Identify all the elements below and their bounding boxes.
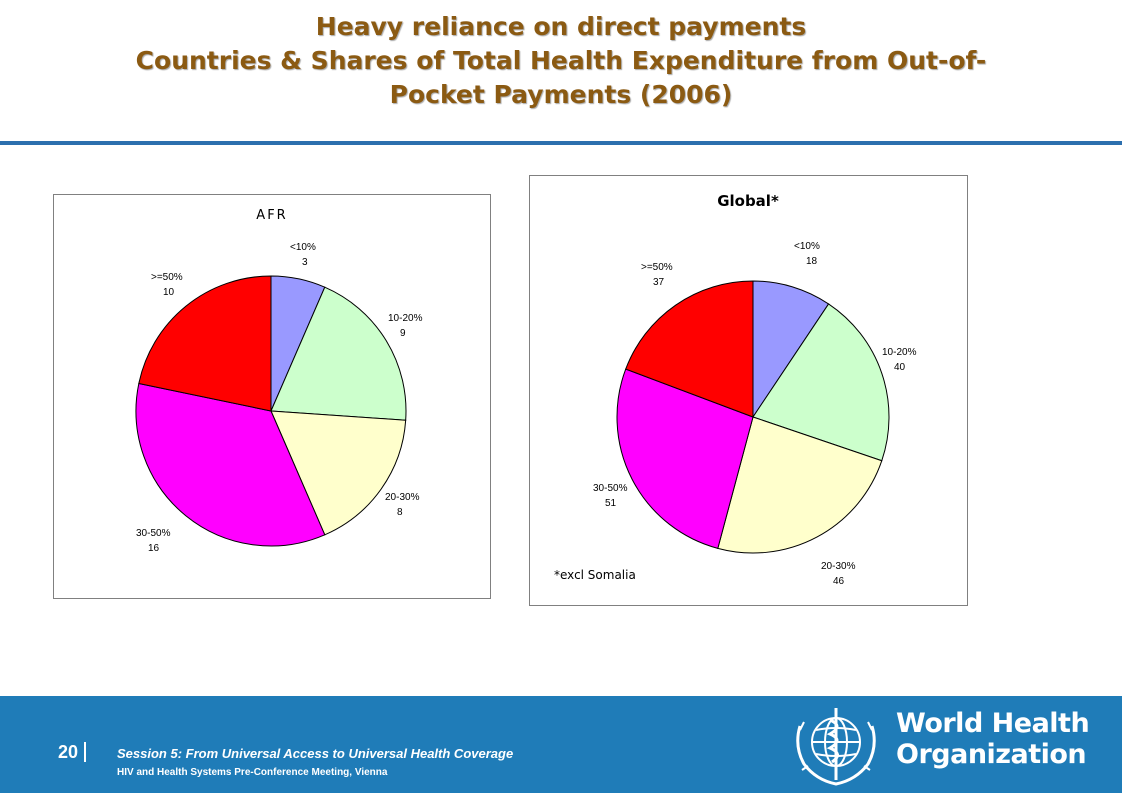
global-label-30-50-value: 51 bbox=[605, 498, 617, 509]
global-chart-box: Global* <10% 18 10-20% 40 20-30% 46 30-50% 51 >=… bbox=[529, 175, 968, 606]
global-label-20-30-value: 46 bbox=[833, 576, 845, 587]
global-label-lt10-value: 18 bbox=[806, 256, 818, 267]
afr-label-20-30-value: 8 bbox=[397, 507, 403, 518]
afr-label-10-20-category: 10-20% bbox=[388, 313, 423, 324]
afr-slices bbox=[135, 275, 407, 547]
global-label-10-20-value: 40 bbox=[894, 362, 906, 373]
session-title: Session 5: From Universal Access to Univ… bbox=[117, 746, 514, 761]
page-number-separator bbox=[84, 742, 86, 762]
global-label-ge50-category: >=50% bbox=[641, 262, 673, 273]
who-name-line-1: World Health bbox=[896, 708, 1090, 739]
afr-chart-title: AFR bbox=[256, 208, 287, 223]
global-slice-lt10 bbox=[752, 280, 830, 419]
global-chart-title: Global* bbox=[717, 192, 779, 210]
afr-slice-ge50 bbox=[138, 275, 272, 412]
global-label-20-30-category: 20-30% bbox=[821, 561, 856, 572]
afr-pie-chart: AFR <10% 3 10-20% 9 20-30% 8 30-50% 16 >=50% 10 bbox=[135, 208, 423, 554]
global-slice-30-50 bbox=[616, 368, 754, 549]
global-slice-10-20 bbox=[752, 303, 890, 462]
global-slice-20-30 bbox=[717, 416, 883, 554]
afr-labels: <10% 3 10-20% 9 20-30% 8 30-50% 16 >=50% 10 bbox=[136, 242, 423, 554]
afr-slice-30-50 bbox=[135, 382, 326, 547]
afr-slice-10-20 bbox=[270, 286, 407, 421]
global-slice-ge50 bbox=[625, 280, 754, 418]
footer-bar bbox=[0, 696, 1122, 793]
afr-label-ge50-value: 10 bbox=[163, 287, 175, 298]
afr-label-ge50-category: >=50% bbox=[151, 272, 183, 283]
who-name-line-2: Organization bbox=[896, 739, 1087, 770]
meeting-name: HIV and Health Systems Pre-Conference Me… bbox=[117, 767, 388, 778]
global-label-ge50-value: 37 bbox=[653, 277, 665, 288]
afr-label-30-50-value: 16 bbox=[148, 543, 160, 554]
global-labels: <10% 18 10-20% 40 20-30% 46 30-50% 51 >=50% 37 bbox=[593, 241, 917, 587]
who-emblem-icon bbox=[796, 708, 876, 786]
afr-label-20-30-category: 20-30% bbox=[385, 492, 420, 503]
title-line-1: Heavy reliance on direct payments bbox=[315, 12, 807, 41]
global-label-30-50-category: 30-50% bbox=[593, 483, 628, 494]
global-label-lt10-category: <10% bbox=[794, 241, 820, 252]
global-footnote: *excl Somalia bbox=[554, 568, 636, 582]
global-slices bbox=[616, 280, 890, 554]
afr-label-30-50-category: 30-50% bbox=[136, 528, 171, 539]
slide-title: Heavy reliance on direct payments Countr… bbox=[40, 10, 1082, 112]
title-divider bbox=[0, 141, 1122, 145]
who-wordmark: World Health Organization bbox=[896, 708, 1090, 770]
page-number: 20 bbox=[58, 742, 79, 762]
afr-label-lt10-value: 3 bbox=[302, 257, 308, 268]
title-line-2: Countries & Shares of Total Health Expen… bbox=[135, 46, 987, 75]
afr-chart-box: AFR <10% 3 10-20% 9 20-30% 8 30-50% 16 >=50% 10 bbox=[53, 194, 491, 599]
afr-label-10-20-value: 9 bbox=[400, 328, 406, 339]
global-pie-chart: Global* <10% 18 10-20% 40 20-30% 46 30-50% 51 >=… bbox=[554, 192, 917, 587]
title-line-3: Pocket Payments (2006) bbox=[389, 80, 733, 109]
afr-label-lt10-category: <10% bbox=[290, 242, 316, 253]
afr-slice-20-30 bbox=[270, 410, 407, 536]
global-label-10-20-category: 10-20% bbox=[882, 347, 917, 358]
